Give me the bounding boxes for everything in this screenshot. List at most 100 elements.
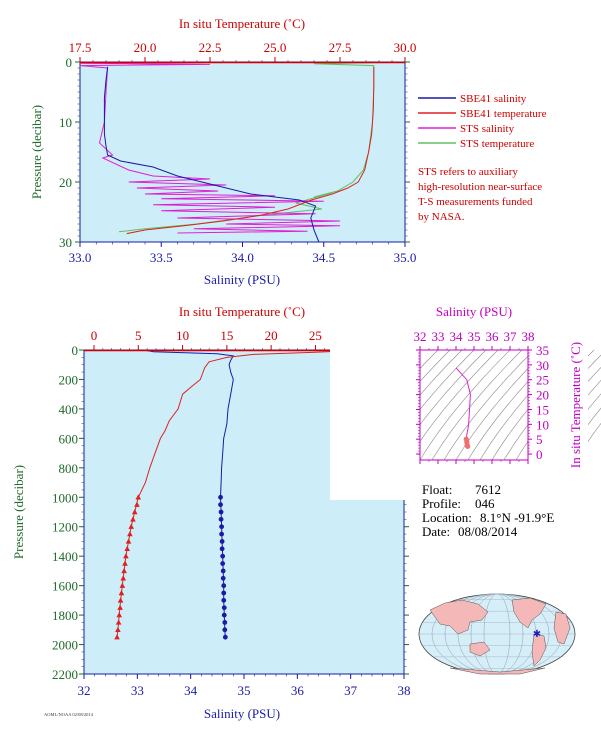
ts-y-tick-label: 10: [536, 417, 549, 432]
upper-top-tick-label: 30.0: [394, 40, 417, 55]
upper-y-tick-label: 0: [66, 55, 73, 70]
ts-mask-right: [528, 349, 588, 461]
temperature-marker: [117, 604, 123, 610]
lower-y-axis-title: Pressure (decibar): [11, 465, 26, 559]
ts-y-tick-label: 20: [536, 388, 549, 403]
ts-y-tick-label: 15: [536, 402, 549, 417]
salinity-marker: [222, 620, 228, 625]
salinity-marker: [219, 531, 225, 537]
temperature-marker: [117, 597, 124, 603]
lower-y-tick-label: 1800: [52, 608, 78, 623]
location-value: 8.1°N -91.9°E: [480, 510, 554, 525]
lower-top-tick-label: 0: [91, 328, 98, 343]
salinity-marker: [218, 494, 223, 500]
ts-x-tick-label: 36: [486, 329, 500, 344]
temperature-marker: [119, 582, 126, 588]
lower-y-tick-label: 200: [59, 372, 79, 387]
land-south-america: [531, 633, 547, 667]
salinity-marker: [218, 516, 224, 522]
upper-legend: SBE41 salinity SBE41 temperature STS sal…: [418, 93, 547, 150]
salinity-marker: [219, 539, 225, 544]
temperature-marker: [127, 531, 133, 537]
legend-label-sts-temperature: STS temperature: [460, 138, 534, 150]
ts-y-tick-label: 30: [536, 358, 549, 373]
date-label: Date:: [422, 524, 450, 539]
ts-x-tick-label: 34: [450, 329, 464, 344]
lower-top-tick-label: 5: [135, 328, 142, 343]
note-line-1: STS refers to auxiliary: [418, 166, 518, 178]
upper-top-tick-label: 25.0: [264, 40, 287, 55]
lower-bottom-tick-label: 34: [184, 683, 198, 698]
ts-y-tick-label: 0: [536, 447, 543, 462]
upper-bottom-tick-label: 34.5: [312, 250, 335, 265]
land-australia: [469, 641, 491, 657]
ts-mask-bottom: [330, 460, 580, 500]
lower-y-tick-label: 2200: [52, 667, 78, 682]
map-land: [429, 597, 571, 675]
upper-ticks: 17.5 20.0 22.5 25.0 27.5 30.0 33.0 33.5 34.0 34.5…: [59, 40, 416, 265]
profile-label: Profile:: [422, 496, 461, 511]
lower-bottom-tick-label: 37: [344, 683, 358, 698]
upper-y-tick-label: 20: [59, 175, 72, 190]
upper-series-sbe41-salinity: [103, 66, 320, 243]
note-line-4: by NASA.: [418, 211, 465, 223]
upper-top-tick-label: 27.5: [329, 40, 352, 55]
temperature-marker: [125, 538, 132, 544]
upper-panel: 17.5 20.0 22.5 25.0 27.5 30.0 33.0 33.5 34.0 34.5…: [29, 16, 547, 287]
lower-y-tick-label: 0: [72, 343, 79, 358]
salinity-marker: [221, 590, 227, 596]
ts-right-axis-title: In situ Temperature (˚C): [568, 342, 583, 468]
temperature-marker: [120, 575, 127, 581]
lower-y-tick-label: 1400: [52, 549, 78, 564]
upper-bottom-axis-title: Salinity (PSU): [204, 272, 280, 287]
ts-x-tick-label: 33: [432, 329, 445, 344]
upper-plot-area: [79, 61, 406, 243]
lower-bottom-tick-label: 33: [131, 683, 144, 698]
lower-top-axis-title: In situ Temperature (˚C): [179, 304, 305, 319]
ts-plot-area: [419, 349, 529, 461]
salinity-marker: [220, 575, 226, 581]
density-contour: [419, 349, 511, 461]
temperature-marker: [130, 516, 136, 522]
lower-bottom-axis-title: Salinity (PSU): [204, 706, 280, 721]
salinity-marker: [219, 546, 225, 552]
lower-y-tick-label: 2000: [52, 638, 78, 653]
lower-ticks: 0510152025303532333435363738020040060080…: [52, 328, 411, 698]
lower-top-tick-label: 25: [309, 328, 322, 343]
legend-label-sts-salinity: STS salinity: [460, 123, 515, 135]
upper-top-tick-label: 22.5: [199, 40, 222, 55]
land-north-america: [511, 597, 547, 629]
upper-top-tick-label: 20.0: [134, 40, 157, 55]
lower-y-tick-label: 1000: [52, 490, 78, 505]
lower-bottom-tick-label: 38: [398, 683, 411, 698]
lower-bottom-tick-label: 36: [291, 683, 305, 698]
lower-bottom-tick-label: 32: [78, 683, 91, 698]
ts-top-axis-title: Salinity (PSU): [436, 304, 512, 319]
upper-y-axis-title: Pressure (decibar): [29, 105, 44, 199]
upper-series: [79, 61, 405, 243]
upper-bottom-tick-label: 34.0: [231, 250, 254, 265]
land-asia: [429, 599, 489, 635]
profile-value: 046: [475, 496, 495, 511]
location-label: Location:: [422, 510, 472, 525]
temperature-marker: [134, 501, 140, 507]
upper-bottom-tick-label: 33.5: [150, 250, 173, 265]
lower-top-tick-label: 10: [176, 328, 189, 343]
profile-info: Float: 7612 Profile: 046 Location: 8.1°N…: [422, 482, 554, 539]
temperature-marker: [115, 626, 121, 633]
temperature-marker: [131, 509, 138, 515]
date-value: 08/08/2014: [458, 524, 518, 539]
float-location-marker: ✱: [533, 629, 541, 640]
salinity-marker: [220, 553, 226, 559]
salinity-marker: [218, 509, 224, 515]
salinity-marker: [220, 561, 226, 566]
ts-x-tick-label: 37: [504, 329, 518, 344]
temperature-marker: [122, 560, 128, 566]
float-value: 7612: [475, 482, 501, 497]
lower-y-tick-label: 800: [59, 461, 79, 476]
lower-series: [84, 349, 404, 640]
salinity-marker: [221, 583, 227, 589]
